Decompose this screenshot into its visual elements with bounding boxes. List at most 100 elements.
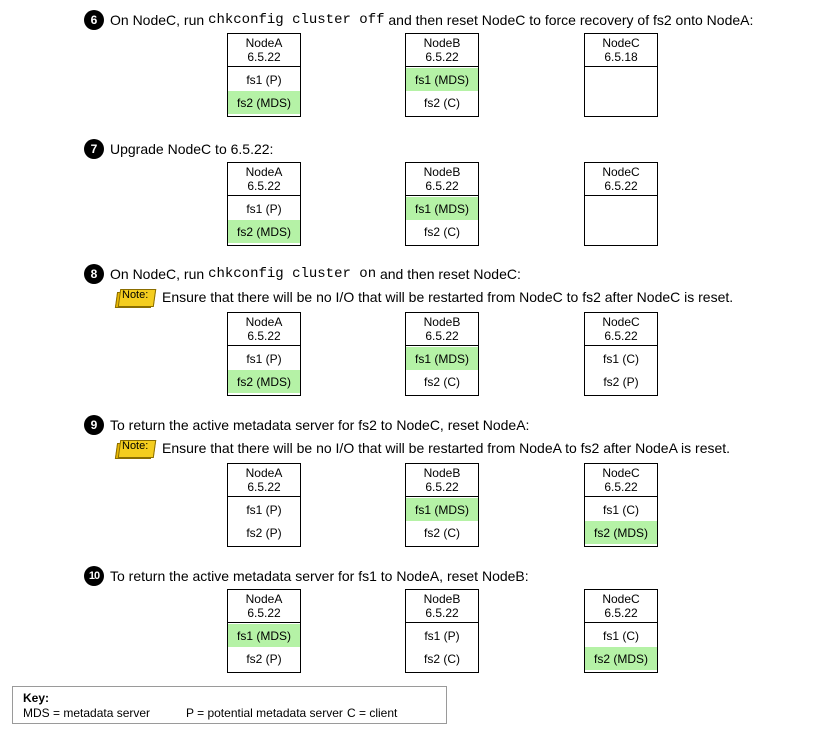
node-empty-body — [585, 196, 657, 245]
node-header: NodeC 6.5.22 — [585, 163, 657, 196]
key-title: Key: — [23, 691, 50, 705]
filesystem-row: fs2 (MDS) — [228, 370, 300, 393]
node-header: NodeB 6.5.22 — [406, 34, 478, 67]
node-header: NodeC 6.5.22 — [585, 590, 657, 623]
filesystem-row: fs1 (C) — [603, 502, 639, 517]
node-name: NodeA — [245, 315, 283, 329]
node-header: NodeC 6.5.18 — [585, 34, 657, 67]
node-box-nodec: NodeC 6.5.22 fs1 (C) fs2 (MDS) — [584, 463, 658, 547]
legend-key: Key: MDS = metadata server P = potential… — [12, 686, 447, 724]
node-box-nodea: NodeA 6.5.22 fs1 (P) fs2 (P) — [227, 463, 301, 547]
filesystem-row: fs2 (C) — [424, 224, 460, 239]
filesystem-row: fs2 (C) — [424, 374, 460, 389]
node-name: NodeB — [423, 592, 461, 606]
node-header: NodeA 6.5.22 — [228, 313, 300, 346]
filesystem-row: fs2 (MDS) — [585, 521, 657, 544]
node-filesystems: fs1 (P) fs2 (MDS) — [228, 67, 300, 116]
node-empty-body — [585, 67, 657, 116]
node-version: 6.5.22 — [247, 606, 281, 620]
step-text: To return the active metadata server for… — [110, 568, 529, 584]
filesystem-row: fs1 (P) — [246, 72, 282, 87]
node-box-nodec: NodeC 6.5.18 — [584, 33, 658, 117]
filesystem-row: fs1 (MDS) — [406, 347, 478, 370]
filesystem-row: fs1 (MDS) — [406, 197, 478, 220]
step-9-heading: 9 To return the active metadata server fo… — [84, 414, 529, 436]
filesystem-row: fs1 (C) — [603, 351, 639, 366]
node-header: NodeB 6.5.22 — [406, 590, 478, 623]
filesystem-row: fs1 (P) — [424, 628, 460, 643]
node-header: NodeB 6.5.22 — [406, 163, 478, 196]
step-text: Upgrade NodeC to 6.5.22: — [110, 141, 274, 157]
node-filesystems: fs1 (P) fs2 (P) — [228, 497, 300, 546]
filesystem-row: fs1 (MDS) — [406, 498, 478, 521]
node-filesystems: fs1 (MDS) fs2 (C) — [406, 346, 478, 395]
filesystem-row: fs2 (C) — [424, 651, 460, 666]
node-version: 6.5.22 — [247, 329, 281, 343]
node-version: 6.5.22 — [425, 50, 459, 64]
filesystem-row: fs1 (P) — [246, 201, 282, 216]
node-version: 6.5.22 — [247, 179, 281, 193]
filesystem-row: fs1 (P) — [246, 351, 282, 366]
node-header: NodeB 6.5.22 — [406, 464, 478, 497]
step-command: chkconfig cluster off — [208, 12, 385, 28]
step-text-after: and then reset NodeC: — [376, 266, 521, 282]
filesystem-row: fs2 (MDS) — [228, 220, 300, 243]
node-version: 6.5.22 — [425, 179, 459, 193]
step-text: On NodeC, run — [110, 12, 209, 28]
note-icon: Note: — [114, 438, 157, 459]
filesystem-row: fs1 (MDS) — [228, 624, 300, 647]
node-name: NodeA — [245, 466, 283, 480]
node-name: NodeB — [423, 165, 461, 179]
node-name: NodeA — [245, 36, 283, 50]
filesystem-row: fs2 (MDS) — [228, 91, 300, 114]
node-name: NodeC — [602, 36, 640, 50]
node-version: 6.5.22 — [425, 480, 459, 494]
node-name: NodeC — [602, 592, 640, 606]
node-name: NodeB — [423, 466, 461, 480]
node-version: 6.5.22 — [604, 480, 638, 494]
step-number-badge: 6 — [84, 10, 104, 30]
node-filesystems: fs1 (MDS) fs2 (C) — [406, 196, 478, 245]
node-version: 6.5.22 — [425, 329, 459, 343]
filesystem-row: fs2 (P) — [246, 525, 282, 540]
step-6-heading: 6 On NodeC, run chkconfig cluster off and… — [84, 9, 753, 31]
key-item-mds: MDS = metadata server — [23, 706, 151, 720]
filesystem-row: fs1 (MDS) — [406, 68, 478, 91]
node-box-nodea: NodeA 6.5.22 fs1 (P) fs2 (MDS) — [227, 162, 301, 246]
node-box-nodeb: NodeB 6.5.22 fs1 (MDS) fs2 (C) — [405, 312, 479, 396]
filesystem-row: fs2 (MDS) — [585, 647, 657, 670]
node-name: NodeB — [423, 315, 461, 329]
filesystem-row: fs2 (P) — [603, 374, 639, 389]
node-filesystems: fs1 (P) fs2 (C) — [406, 623, 478, 672]
node-version: 6.5.22 — [604, 606, 638, 620]
node-box-nodec: NodeC 6.5.22 fs1 (C) fs2 (P) — [584, 312, 658, 396]
node-filesystems: fs1 (P) fs2 (MDS) — [228, 346, 300, 395]
step-10-heading: 10 To return the active metadata server f… — [84, 565, 529, 587]
node-box-nodea: NodeA 6.5.22 fs1 (MDS) fs2 (P) — [227, 589, 301, 673]
node-header: NodeA 6.5.22 — [228, 590, 300, 623]
node-header: NodeC 6.5.22 — [585, 464, 657, 497]
node-box-nodea: NodeA 6.5.22 fs1 (P) fs2 (MDS) — [227, 312, 301, 396]
step-command: chkconfig cluster on — [208, 266, 377, 282]
node-name: NodeA — [245, 592, 283, 606]
node-header: NodeB 6.5.22 — [406, 313, 478, 346]
node-filesystems: fs1 (C) fs2 (MDS) — [585, 623, 657, 672]
node-version: 6.5.22 — [247, 480, 281, 494]
step-number-badge: 9 — [84, 415, 104, 435]
filesystem-row: fs2 (C) — [424, 525, 460, 540]
node-version: 6.5.22 — [425, 606, 459, 620]
filesystem-row: fs2 (C) — [424, 95, 460, 110]
key-items: MDS = metadata server P = potential meta… — [23, 706, 446, 720]
step-8-heading: 8 On NodeC, run chkconfig cluster on and … — [84, 263, 521, 285]
node-box-nodec: NodeC 6.5.22 fs1 (C) fs2 (MDS) — [584, 589, 658, 673]
step-7-heading: 7 Upgrade NodeC to 6.5.22: — [84, 138, 273, 160]
step-text: To return the active metadata server for… — [110, 417, 530, 433]
node-name: NodeC — [602, 315, 640, 329]
step-9-note: Note: Ensure that there will be no I/O th… — [114, 438, 731, 459]
step-8-note: Note: Ensure that there will be no I/O th… — [114, 287, 733, 308]
node-header: NodeA 6.5.22 — [228, 163, 300, 196]
node-header: NodeC 6.5.22 — [585, 313, 657, 346]
note-text: Ensure that there will be no I/O that wi… — [162, 440, 731, 456]
node-version: 6.5.18 — [604, 50, 638, 64]
node-version: 6.5.22 — [604, 329, 638, 343]
